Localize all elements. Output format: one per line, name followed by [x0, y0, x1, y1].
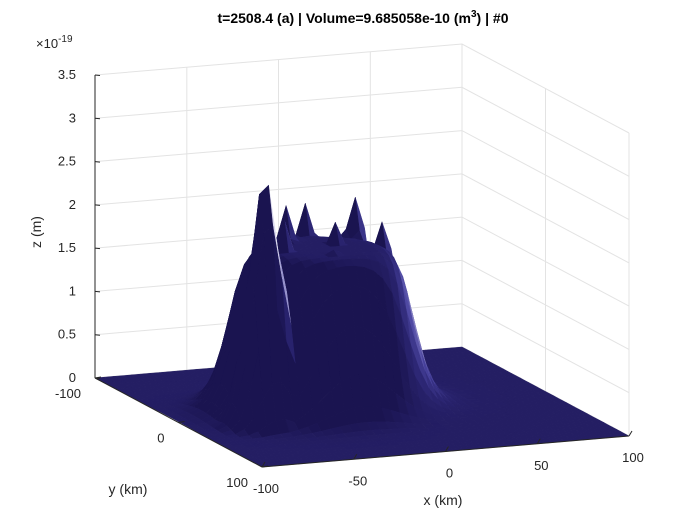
x-tick-mark: [445, 446, 449, 452]
y-tick-mark: [261, 465, 269, 468]
x-axis-label: x (km): [424, 492, 463, 508]
z-tick-label: 0.5: [58, 327, 76, 342]
grid-line-z: [94, 303, 630, 394]
x-tick-label: -100: [253, 481, 279, 496]
x-tick-mark: [536, 438, 541, 445]
z-tick-label: 1: [69, 283, 76, 298]
y-axis-label: y (km): [109, 481, 148, 497]
grid-line-z: [94, 130, 630, 221]
x-tick-label: 100: [622, 450, 644, 465]
y-tick-label: 100: [226, 475, 248, 490]
z-tick-label: 1.5: [58, 240, 76, 255]
x-tick-label: -50: [348, 473, 367, 488]
grid-line-z: [94, 86, 630, 177]
z-tick-mark: [94, 117, 101, 120]
z-tick-mark: [94, 161, 101, 163]
x-tick-label: 0: [446, 466, 453, 481]
x-tick-label: 50: [534, 458, 548, 473]
z-tick-mark: [94, 247, 101, 250]
z-tick-label: 0: [69, 370, 76, 385]
gridlines: [94, 43, 630, 468]
grid-line-z: [94, 216, 630, 307]
z-tick-label: 3.5: [58, 67, 76, 82]
y-axis-ticks: -100 0 100: [55, 376, 269, 490]
surface-mesh: [94, 184, 630, 468]
z-exponent-label: ×10-19: [36, 34, 73, 51]
z-tick-label: 2.5: [58, 154, 76, 169]
z-axis-ticks: 0 0.5 1 1.5 2 2.5 3 3.5: [58, 67, 101, 385]
z-tick-label: 2: [69, 197, 76, 212]
z-tick-mark: [94, 377, 101, 379]
z-tick-mark: [94, 334, 101, 336]
y-tick-mark: [178, 421, 185, 423]
x-tick-mark: [261, 461, 266, 468]
chart-title: t=2508.4 (a) | Volume=9.685058e-10 (m3) …: [218, 9, 509, 26]
z-tick-mark: [94, 74, 101, 76]
grid-line-z: [94, 43, 630, 134]
x-tick-mark: [628, 430, 633, 437]
x-axis-ticks: -100 -50 0 50 100: [253, 430, 644, 496]
grid-line-z: [94, 173, 630, 264]
y-tick-label: -100: [55, 386, 81, 401]
y-tick-label: 0: [157, 431, 164, 446]
grid-line-z: [94, 259, 630, 350]
z-tick-label: 3: [69, 110, 76, 125]
z-tick-mark: [94, 204, 101, 206]
z-axis-label: z (m): [28, 216, 44, 248]
x-tick-mark: [353, 453, 358, 460]
z-tick-mark: [94, 290, 101, 293]
